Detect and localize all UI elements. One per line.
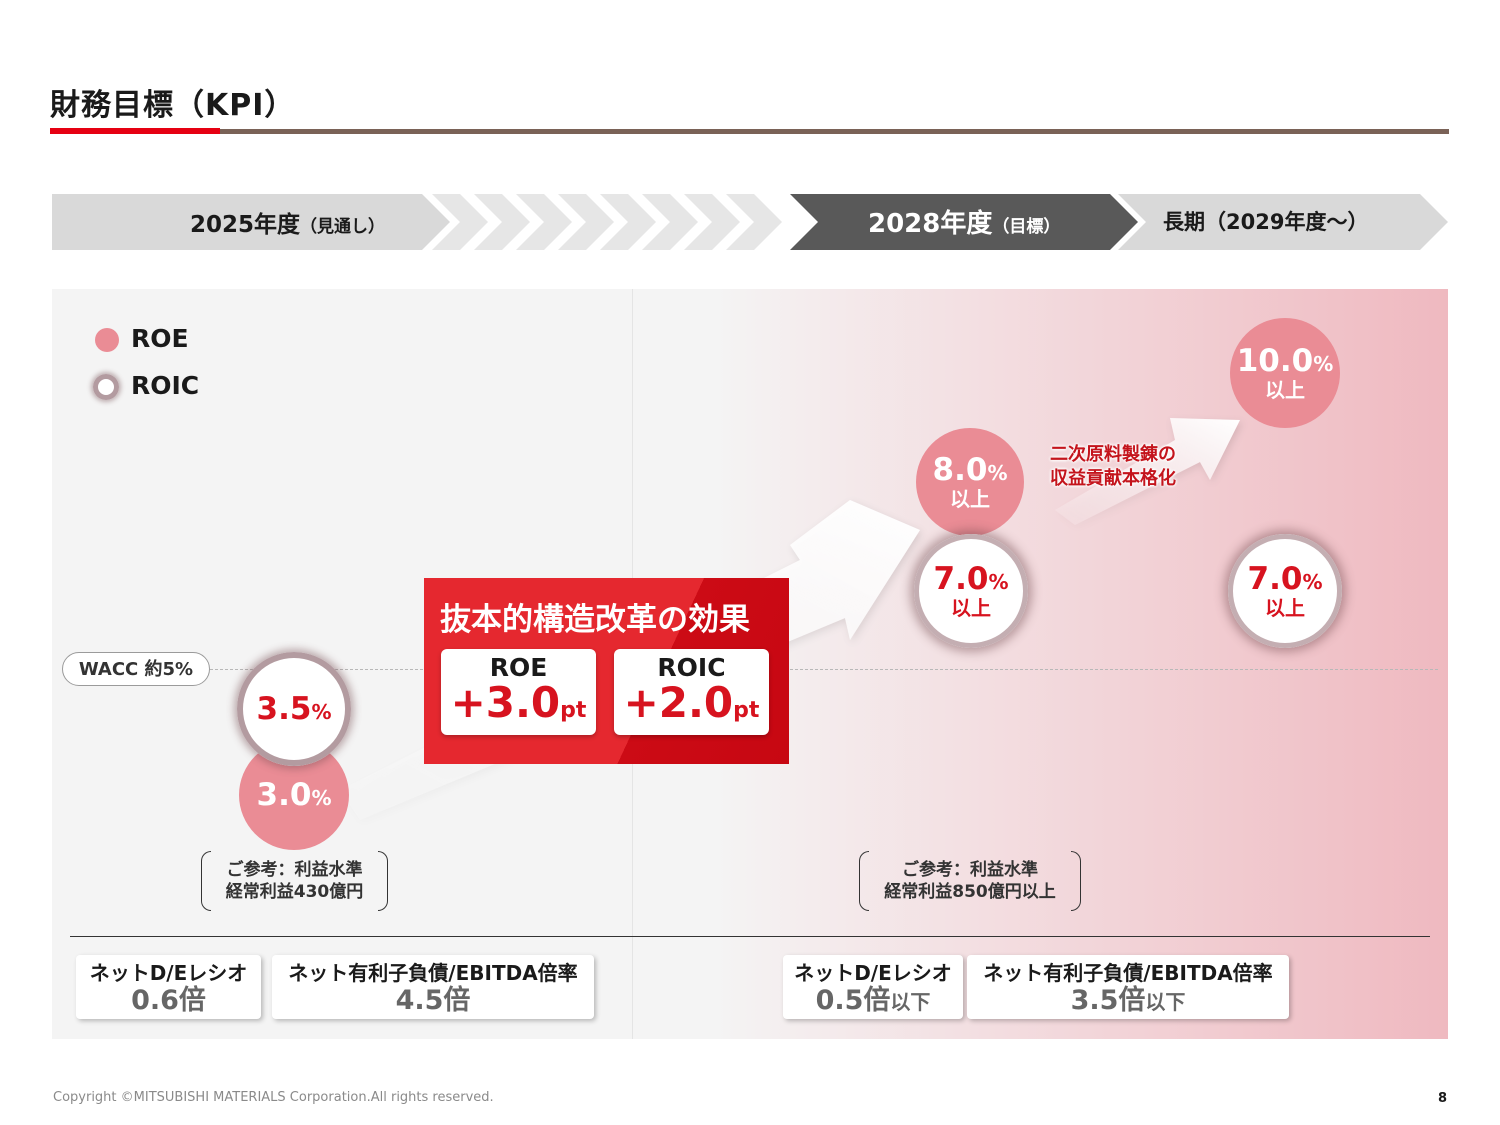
legend-roe-label: ROE [131, 324, 189, 353]
fy2028-debt-ebitda-card: ネット有利子負債/EBITDA倍率 3.5倍以下 [967, 955, 1289, 1019]
fy2028-reference-line1: ご参考：利益水準 [902, 860, 1038, 880]
wacc-label: WACC 約5% [62, 652, 210, 686]
fy2025-de-ratio-label: ネットD/Eレシオ [89, 961, 248, 985]
copyright: Copyright ©MITSUBISHI MATERIALS Corporat… [53, 1090, 494, 1105]
fy2025-reference: ご参考：利益水準 経常利益430億円 [211, 859, 378, 903]
fy2025-reference-line1: ご参考：利益水準 [226, 860, 363, 880]
effect-roic-value: +2.0pt [623, 678, 760, 727]
fy2028-reference: ご参考：利益水準 経常利益850億円以上 [869, 859, 1071, 903]
legend-roic-marker [93, 374, 119, 400]
longterm-roe-value: 10.0% [1236, 342, 1334, 379]
timeline-label-longterm: 長期（2029年度～） [1163, 210, 1369, 234]
effect-roic-label: ROIC [657, 653, 726, 682]
longterm-roic-circle: 7.0% 以上 [1228, 534, 1342, 648]
page-title: 財務目標（KPI） [50, 88, 296, 123]
longterm-note: 二次原料製錬の 収益貢献本格化 [1050, 443, 1176, 491]
longterm-roe-circle: 10.0% 以上 [1230, 318, 1340, 428]
fy2028-roic-sub: 以上 [951, 595, 991, 620]
legend-roic-label: ROIC [131, 371, 200, 400]
longterm-note-line1: 二次原料製錬の [1050, 444, 1176, 465]
longterm-note-line2: 収益貢献本格化 [1050, 468, 1176, 489]
fy2028-debt-ebitda-value: 3.5倍以下 [1070, 985, 1186, 1016]
legend-roe-marker [95, 328, 119, 352]
fy2028-de-ratio-value: 0.5倍以下 [815, 985, 931, 1016]
timeline-label-2028: 2028年度（目標） [868, 209, 1061, 239]
timeline-arrow-2028 [790, 194, 1138, 250]
fy2028-roic-circle: 7.0% 以上 [914, 534, 1028, 648]
fy2025-debt-ebitda-card: ネット有利子負債/EBITDA倍率 4.5倍 [272, 955, 594, 1019]
fy2028-roic-value: 7.0% [933, 560, 1009, 597]
growth-arrow-longterm [1055, 418, 1240, 525]
page-number: 8 [1438, 1091, 1448, 1106]
fy2028-de-ratio-label: ネットD/Eレシオ [794, 961, 952, 985]
fy2025-debt-ebitda-value: 4.5倍 [395, 985, 471, 1016]
fy2025-debt-ebitda-label: ネット有利子負債/EBITDA倍率 [288, 961, 578, 985]
fy2028-roe-circle: 8.0% 以上 [916, 428, 1024, 536]
fy2028-reference-line2: 経常利益850億円以上 [884, 882, 1056, 902]
timeline-arrow-2025 [52, 194, 450, 250]
longterm-roe-sub: 以上 [1265, 377, 1305, 402]
timeline-chevrons [432, 194, 782, 250]
fy2025-roe-circle: 3.0% [239, 740, 349, 850]
fy2025-roe-value: 3.0% [256, 776, 332, 813]
longterm-roic-value: 7.0% [1247, 560, 1323, 597]
ref-bracket-left-2028 [859, 851, 869, 911]
fy2025-roic-value: 3.5% [256, 690, 332, 727]
timeline-arrow-longterm [1118, 194, 1448, 250]
longterm-roic-sub: 以上 [1265, 595, 1305, 620]
fy2028-roe-value: 8.0% [932, 451, 1008, 488]
effect-title: 抜本的構造改革の効果 [440, 602, 750, 638]
wacc-line [210, 669, 1438, 670]
metrics-separator [70, 936, 1430, 937]
ref-bracket-right [378, 851, 388, 911]
fy2028-debt-ebitda-label: ネット有利子負債/EBITDA倍率 [983, 961, 1273, 985]
effect-roe-label: ROE [489, 653, 548, 682]
effect-roe-card: ROE +3.0pt [441, 649, 596, 735]
ref-bracket-right-2028 [1071, 851, 1081, 911]
title-underline [220, 129, 1449, 134]
fy2025-de-ratio-value: 0.6倍 [131, 985, 206, 1016]
timeline-label-2025: 2025年度（見通し） [190, 212, 386, 238]
effect-roic-card: ROIC +2.0pt [614, 649, 769, 735]
effect-roe-value: +3.0pt [450, 678, 587, 727]
fy2028-roe-sub: 以上 [950, 486, 990, 511]
title-underline-accent [50, 128, 220, 134]
timeline-arrows [52, 194, 1448, 250]
fy2028-de-ratio-card: ネットD/Eレシオ 0.5倍以下 [783, 955, 963, 1019]
fy2025-reference-line2: 経常利益430億円 [225, 882, 364, 902]
fy2025-de-ratio-card: ネットD/Eレシオ 0.6倍 [76, 955, 261, 1019]
fy2025-roic-circle: 3.5% [237, 652, 351, 766]
ref-bracket-left [201, 851, 211, 911]
